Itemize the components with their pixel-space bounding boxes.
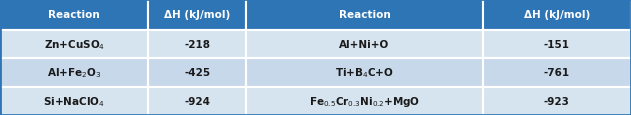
Text: -425: -425 — [184, 68, 210, 78]
Text: Si+NaClO$_4$: Si+NaClO$_4$ — [44, 94, 105, 108]
Bar — [246, 0, 483, 30]
Text: -761: -761 — [544, 68, 570, 78]
Bar — [483, 59, 631, 87]
Bar — [148, 30, 246, 59]
Text: -218: -218 — [184, 40, 210, 50]
Text: Reaction: Reaction — [48, 10, 100, 20]
Text: Fe$_{0.5}$Cr$_{0.3}$Ni$_{0.2}$+MgO: Fe$_{0.5}$Cr$_{0.3}$Ni$_{0.2}$+MgO — [309, 94, 420, 108]
Bar — [246, 59, 483, 87]
Bar — [0, 87, 148, 115]
Bar — [0, 30, 148, 59]
Text: ΔH (kJ/mol): ΔH (kJ/mol) — [164, 10, 230, 20]
Bar — [148, 0, 246, 30]
Bar — [0, 59, 148, 87]
Bar — [483, 0, 631, 30]
Text: Zn+CuSO$_4$: Zn+CuSO$_4$ — [44, 38, 105, 51]
Text: ΔH (kJ/mol): ΔH (kJ/mol) — [524, 10, 590, 20]
Bar — [483, 87, 631, 115]
Bar — [0, 0, 148, 30]
Text: -151: -151 — [544, 40, 570, 50]
Text: Al+Ni+O: Al+Ni+O — [339, 40, 389, 50]
Bar — [483, 30, 631, 59]
Bar — [148, 87, 246, 115]
Text: -924: -924 — [184, 96, 210, 106]
Bar — [246, 87, 483, 115]
Text: Al+Fe$_2$O$_3$: Al+Fe$_2$O$_3$ — [47, 66, 102, 80]
Text: -923: -923 — [544, 96, 570, 106]
Bar — [148, 59, 246, 87]
Bar — [246, 30, 483, 59]
Text: Ti+B$_4$C+O: Ti+B$_4$C+O — [335, 66, 394, 80]
Text: Reaction: Reaction — [338, 10, 391, 20]
